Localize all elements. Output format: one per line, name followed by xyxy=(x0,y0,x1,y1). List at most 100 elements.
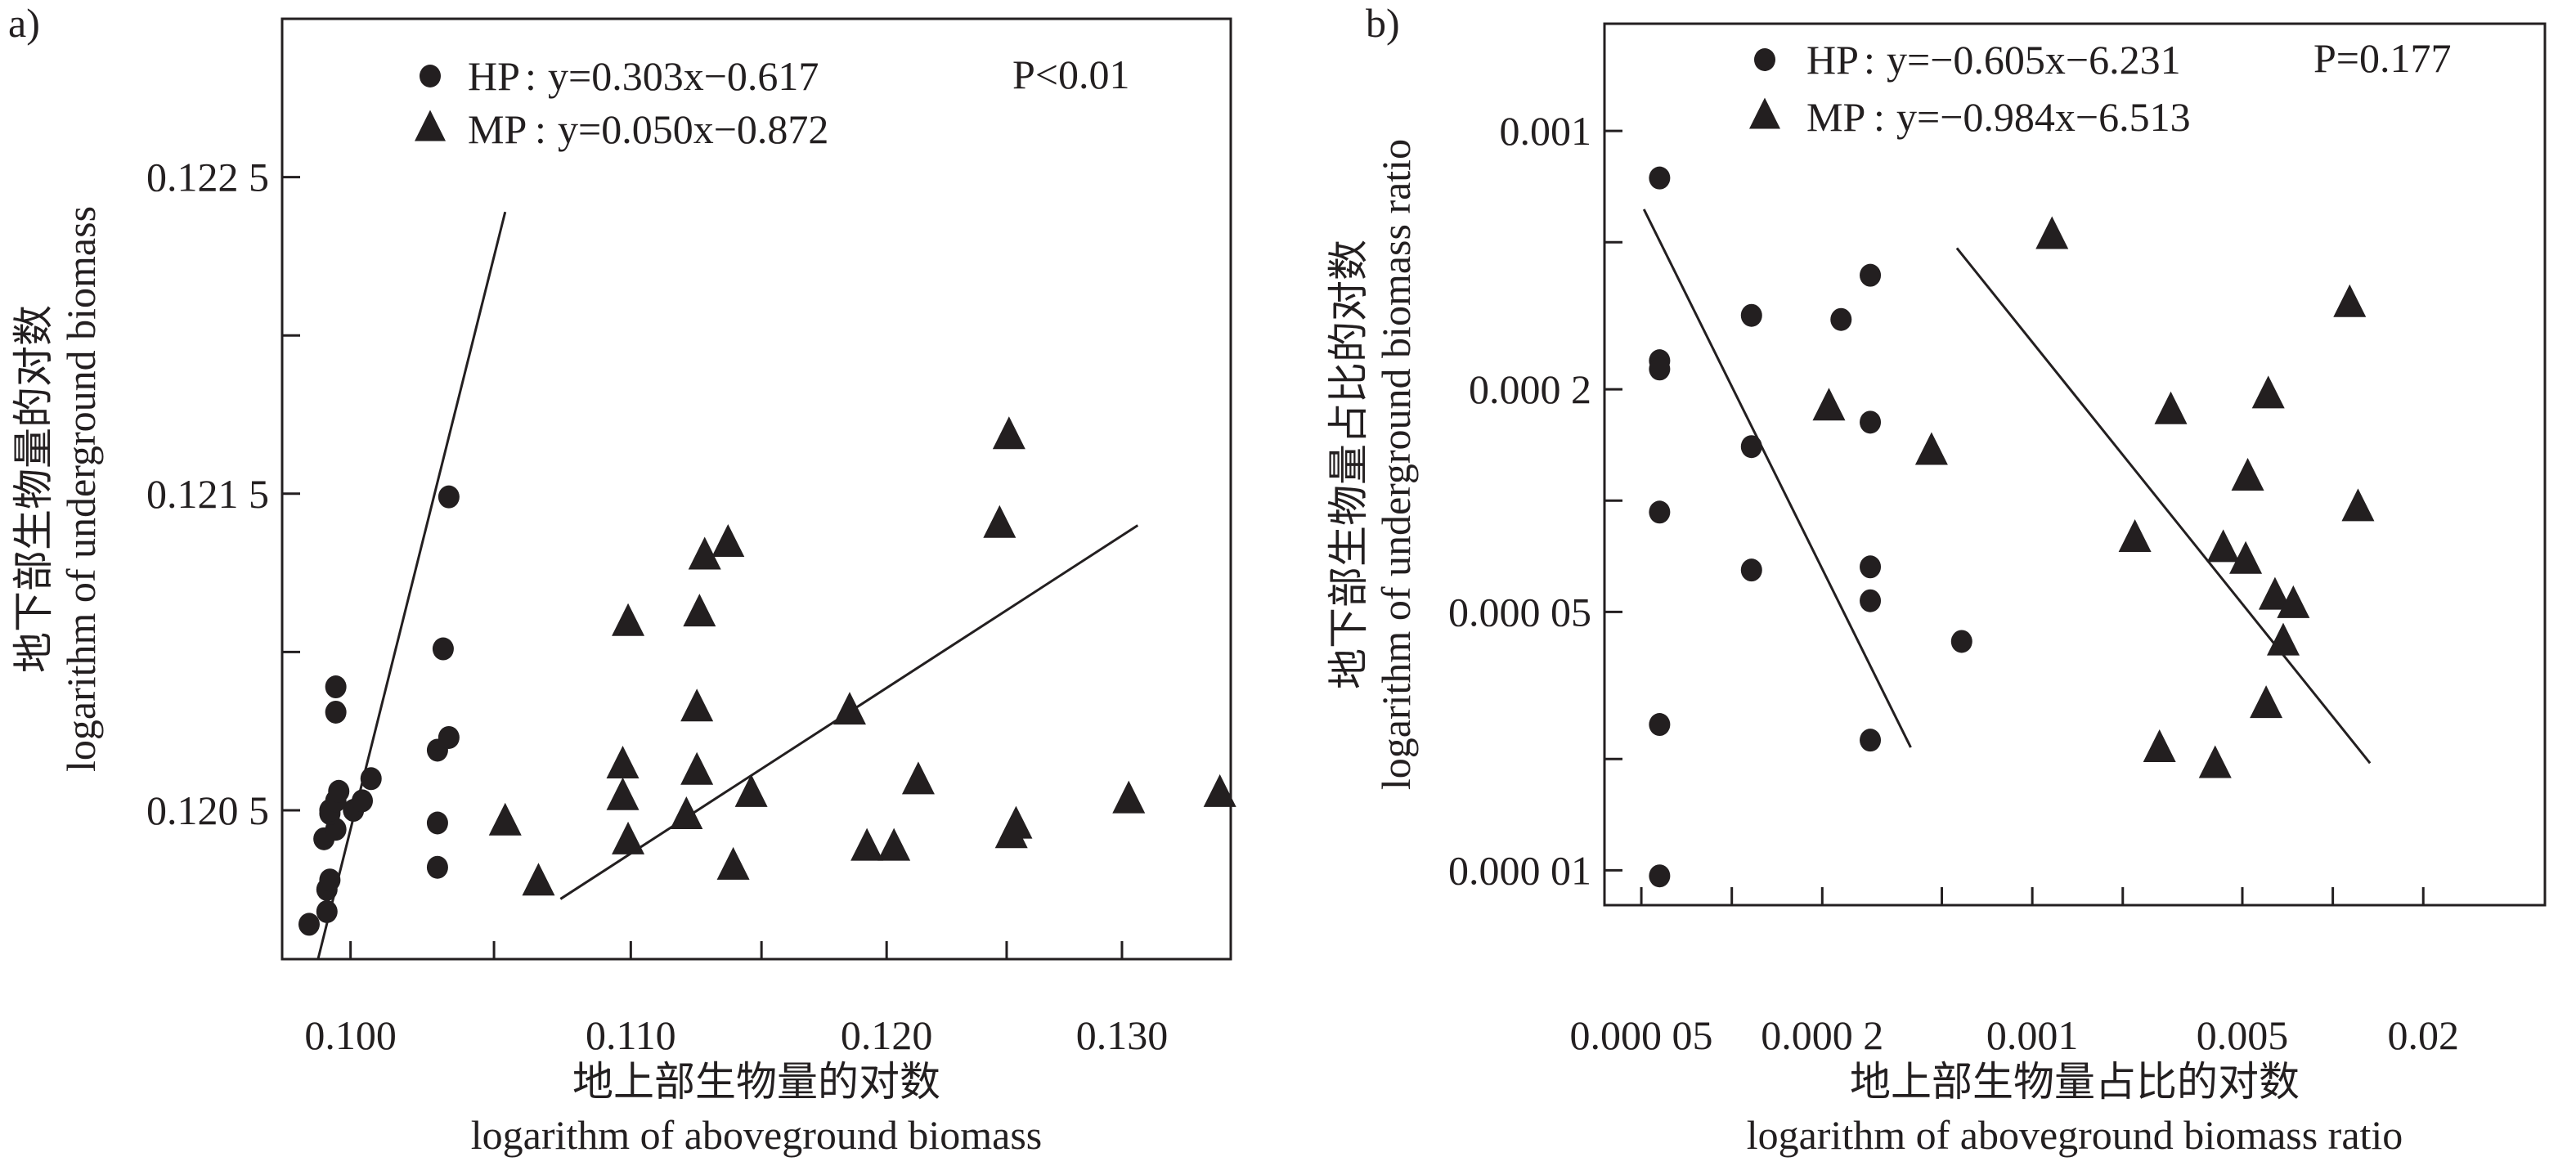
legend-marker-triangle xyxy=(1749,97,1780,129)
p-value-annotation: P<0.01 xyxy=(1012,52,1130,97)
data-point-mp xyxy=(716,846,750,880)
y-tick-label: 0.000 01 xyxy=(1448,847,1591,893)
legend-series-name: HP xyxy=(468,53,520,99)
data-point-mp xyxy=(680,688,714,722)
legend-equation: y=−0.984x−6.513 xyxy=(1896,94,2191,140)
data-point-mp xyxy=(734,774,768,807)
data-point-hp xyxy=(352,789,374,813)
y-axis-title-cn: 地下部生物量占比的对数 xyxy=(1326,240,1371,689)
data-point-hp xyxy=(438,725,460,749)
data-point-mp xyxy=(488,802,522,836)
data-point-hp xyxy=(1860,729,1882,752)
data-point-mp xyxy=(683,594,716,627)
data-point-mp xyxy=(877,827,911,861)
data-point-mp xyxy=(2341,488,2375,522)
data-point-mp xyxy=(2277,585,2310,618)
data-point-mp xyxy=(2206,529,2240,563)
data-point-mp xyxy=(2250,685,2283,719)
x-axis-title-cn: 地上部生物量的对数 xyxy=(572,1059,940,1105)
data-point-hp xyxy=(1649,864,1671,888)
data-point-hp xyxy=(432,637,454,661)
legend-marker-circle xyxy=(1754,48,1775,71)
data-point-mp xyxy=(1812,388,1846,421)
y-tick-label: 0.122 5 xyxy=(146,155,269,200)
legend-marker-triangle xyxy=(415,110,446,141)
data-point-hp xyxy=(360,767,382,791)
x-tick-label: 0.130 xyxy=(1076,1012,1169,1058)
x-axis-title: logarithm of aboveground biomass xyxy=(471,1112,1043,1158)
data-point-hp xyxy=(319,868,341,892)
data-point-mp xyxy=(2229,540,2263,574)
data-point-mp xyxy=(992,416,1025,450)
data-point-mp xyxy=(2154,391,2188,424)
panel-label: a) xyxy=(8,0,40,46)
fit-line-mp xyxy=(1955,247,2372,765)
data-point-mp xyxy=(2143,729,2176,763)
data-point-hp xyxy=(1649,357,1671,381)
data-point-mp xyxy=(522,863,555,896)
x-tick-label: 0.120 xyxy=(841,1012,933,1058)
panel-label: b) xyxy=(1366,0,1400,46)
data-point-mp xyxy=(2231,458,2264,491)
data-point-hp xyxy=(426,811,448,835)
data-point-mp xyxy=(2251,375,2285,409)
data-point-hp xyxy=(1860,555,1882,579)
data-point-mp xyxy=(688,536,721,570)
data-point-mp xyxy=(711,523,745,557)
series-mp xyxy=(488,416,1236,900)
fit-line-hp xyxy=(316,211,507,960)
data-point-hp xyxy=(426,855,448,879)
data-point-mp xyxy=(606,777,640,810)
x-tick-label: 0.110 xyxy=(586,1012,676,1058)
x-tick-label: 0.005 xyxy=(2197,1012,2289,1058)
legend-marker-circle xyxy=(420,65,441,87)
data-point-mp xyxy=(1112,780,1146,814)
x-tick-label: 0.02 xyxy=(2387,1012,2459,1058)
y-tick-label: 0.000 05 xyxy=(1448,589,1591,635)
series-mp xyxy=(1812,216,2375,778)
data-point-mp xyxy=(2198,745,2232,778)
y-axis-title: logarithm of underground biomass ratio xyxy=(1373,139,1419,790)
data-point-mp xyxy=(850,827,884,861)
legend-equation: y=0.050x−0.872 xyxy=(558,106,828,152)
data-point-hp xyxy=(1649,166,1671,190)
data-point-hp xyxy=(1860,410,1882,434)
data-point-mp xyxy=(901,761,935,795)
data-point-mp xyxy=(612,603,645,636)
data-point-mp xyxy=(680,751,714,785)
x-tick-label: 0.000 2 xyxy=(1761,1012,1883,1058)
data-point-hp xyxy=(1740,435,1762,459)
p-value-annotation: P=0.177 xyxy=(2313,35,2452,81)
y-tick-label: 0.121 5 xyxy=(146,471,269,517)
data-point-hp xyxy=(1649,713,1671,737)
series-hp xyxy=(1642,166,1972,888)
legend-series-name: HP xyxy=(1806,37,1859,83)
x-tick-label: 0.000 05 xyxy=(1570,1012,1713,1058)
data-point-mp xyxy=(832,692,866,725)
x-tick-label: 0.100 xyxy=(304,1012,397,1058)
plot-frame xyxy=(1603,22,2547,907)
y-tick-label: 0.120 5 xyxy=(146,787,269,833)
data-point-mp xyxy=(2258,576,2291,610)
y-axis-title-cn: 地下部生物量的对数 xyxy=(11,305,56,673)
fit-line-hp xyxy=(1642,209,1912,748)
data-point-hp xyxy=(1860,589,1882,612)
data-point-mp xyxy=(2118,519,2152,553)
data-point-hp xyxy=(1830,307,1852,331)
panel-b: 0.000 05 0.000 2 0.001 0.005 0.02 0.000 01 0.0… xyxy=(1326,0,2547,1158)
data-point-mp xyxy=(2035,216,2069,249)
data-point-hp xyxy=(1740,303,1762,327)
legend-series-name: MP xyxy=(1806,94,1865,140)
y-axis-title: logarithm of underground biomass xyxy=(58,206,104,772)
data-point-hp xyxy=(325,675,347,699)
data-point-hp xyxy=(1950,630,1972,653)
data-point-hp xyxy=(325,700,347,724)
data-point-mp xyxy=(1914,432,1948,465)
data-point-hp xyxy=(328,779,350,803)
legend-series-name: MP xyxy=(468,106,527,152)
data-point-mp xyxy=(983,505,1016,538)
legend-equation: y=−0.605x−6.231 xyxy=(1887,37,2181,83)
y-tick-label: 0.000 2 xyxy=(1469,366,1591,412)
data-point-hp xyxy=(298,913,320,936)
